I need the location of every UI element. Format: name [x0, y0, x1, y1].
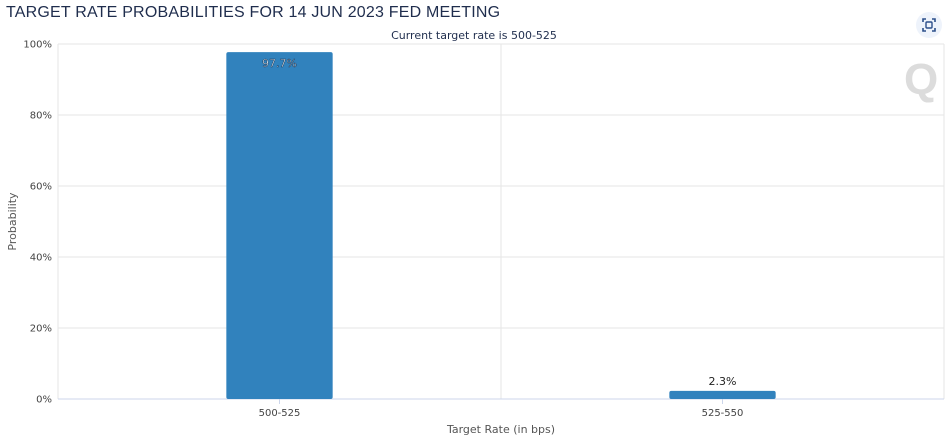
y-tick-label: 0% [36, 395, 52, 406]
watermark-logo: Q [904, 55, 939, 104]
y-axis-title: Probability [6, 192, 19, 251]
labels: 0% 20% 40% 60% 80% 100% 500-525 97.7% 525-550 2.3… [23, 40, 743, 420]
chart-title: TARGET RATE PROBABILITIES FOR 14 JUN 202… [6, 4, 501, 21]
bar [226, 52, 333, 399]
data-label: 97.7% [262, 57, 297, 70]
scan-button[interactable] [916, 12, 942, 38]
bar [669, 390, 776, 399]
bars [226, 52, 776, 399]
x-axis-title: Target Rate (in bps) [446, 423, 555, 436]
data-label: 2.3% [709, 375, 737, 388]
chart-subtitle: Current target rate is 500-525 [391, 29, 557, 42]
y-tick-label: 40% [30, 253, 52, 264]
x-tick-label: 500-525 [259, 408, 301, 419]
grid-lines [57, 43, 945, 404]
y-tick-label: 100% [23, 40, 52, 51]
y-tick-label: 20% [30, 324, 52, 335]
y-tick-label: 60% [30, 182, 52, 193]
y-tick-label: 80% [30, 111, 52, 122]
scan-icon [922, 18, 936, 32]
x-tick-label: 525-550 [702, 408, 744, 419]
